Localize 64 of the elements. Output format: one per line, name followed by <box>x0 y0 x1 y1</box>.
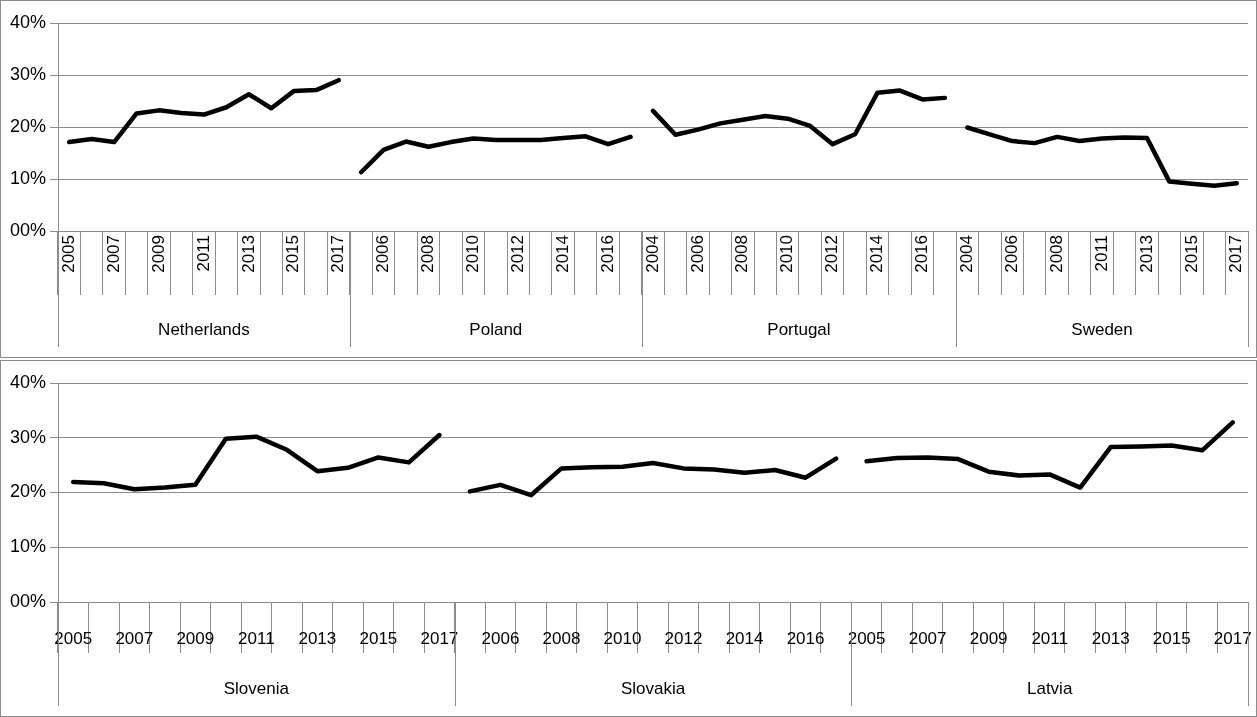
text: Portugal <box>767 319 831 339</box>
x-tick-label: 2016 <box>912 235 932 273</box>
x-tick-label: 2005 <box>847 628 886 648</box>
x-tick-label: 2012 <box>664 628 703 648</box>
text: Poland <box>469 319 523 339</box>
x-tick-label: 2010 <box>463 235 483 273</box>
x-tick-label: 2013 <box>1091 628 1130 648</box>
x-tick-label: 2006 <box>687 235 707 273</box>
x-tick-label: 2010 <box>777 235 797 273</box>
x-tick-label: 2010 <box>603 628 642 648</box>
x-tick-label: 2009 <box>148 235 168 273</box>
x-tick-label: 2006 <box>481 628 520 648</box>
text: Netherlands <box>158 319 250 339</box>
x-tick-label: 2016 <box>786 628 825 648</box>
y-tick-label: 10% <box>9 167 46 188</box>
x-tick-label: 2006 <box>1001 235 1021 273</box>
x-tick-label: 2012 <box>507 235 527 273</box>
x-tick-label: 2017 <box>1213 628 1252 648</box>
y-tick-label: 00% <box>9 219 46 240</box>
x-tick-label: 2015 <box>1181 235 1201 273</box>
x-tick-label: 2005 <box>58 235 78 273</box>
y-tick-label: 20% <box>9 115 46 136</box>
text: Latvia <box>1026 678 1073 698</box>
x-tick-label: 2016 <box>597 235 617 273</box>
x-tick-label: 2011 <box>238 628 275 648</box>
x-tick-label: 2008 <box>1046 235 1066 273</box>
x-tick-label: 2005 <box>54 628 93 648</box>
y-tick-label: 20% <box>9 481 46 502</box>
y-tick-label: 40% <box>9 371 46 392</box>
x-tick-label: 2013 <box>238 235 258 273</box>
x-tick-label: 2004 <box>957 235 977 273</box>
x-tick-label: 2009 <box>969 628 1008 648</box>
text: Slovenia <box>223 678 290 698</box>
x-tick-label: 2013 <box>298 628 337 648</box>
x-tick-label: 2011 <box>1091 235 1111 272</box>
text: Slovakia <box>620 678 686 698</box>
x-tick-label: 2017 <box>328 235 348 273</box>
x-tick-label: 2015 <box>1152 628 1191 648</box>
x-tick-label: 2017 <box>1226 235 1246 273</box>
x-tick-label: 2011 <box>1031 628 1068 648</box>
x-tick-label: 2007 <box>103 235 123 273</box>
y-tick-label: 40% <box>9 11 46 32</box>
x-tick-label: 2004 <box>642 235 662 273</box>
x-tick-label: 2017 <box>420 628 459 648</box>
x-tick-label: 2007 <box>908 628 947 648</box>
x-tick-label: 2006 <box>373 235 393 273</box>
text: Sweden <box>1071 319 1133 339</box>
x-tick-label: 2014 <box>867 235 887 273</box>
y-tick-label: 30% <box>9 426 46 447</box>
y-tick-label: 00% <box>9 590 46 611</box>
x-tick-label: 2008 <box>732 235 752 273</box>
x-tick-label: 2008 <box>542 628 581 648</box>
x-tick-label: 2015 <box>359 628 398 648</box>
x-tick-label: 2012 <box>822 235 842 273</box>
x-tick-label: 2007 <box>115 628 154 648</box>
y-tick-label: 10% <box>9 536 46 557</box>
x-tick-label: 2011 <box>193 235 213 272</box>
x-tick-label: 2013 <box>1136 235 1156 273</box>
x-tick-label: 2009 <box>176 628 215 648</box>
x-tick-label: 2014 <box>552 235 572 273</box>
x-tick-label: 2015 <box>283 235 303 273</box>
x-tick-label: 2008 <box>418 235 438 273</box>
y-tick-label: 30% <box>9 63 46 84</box>
x-tick-label: 2014 <box>725 628 764 648</box>
